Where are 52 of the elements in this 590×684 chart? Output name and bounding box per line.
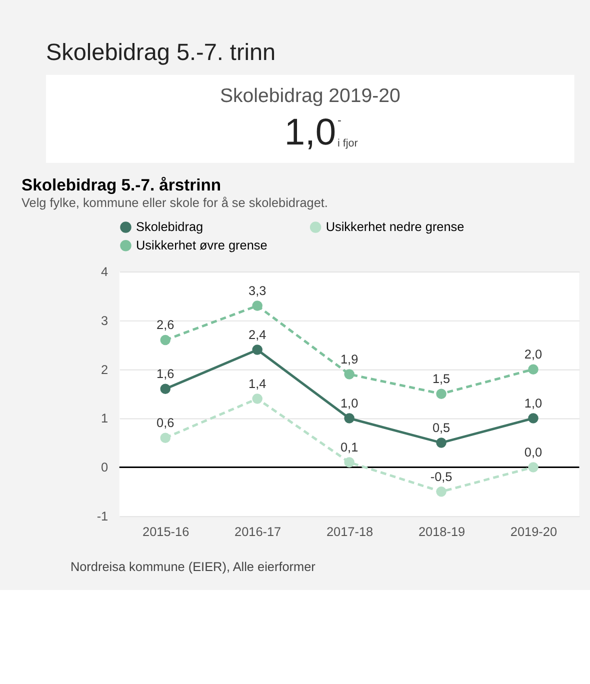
data-label: 1,6 xyxy=(156,366,174,382)
legend-label: Skolebidrag xyxy=(136,219,204,234)
y-tick-label: 2 xyxy=(101,362,108,377)
x-tick-label: 2016-17 xyxy=(234,524,282,540)
data-label: 1,9 xyxy=(340,351,358,366)
point xyxy=(436,438,446,448)
y-tick-label: 3 xyxy=(101,312,108,328)
point xyxy=(528,364,538,374)
point xyxy=(252,300,262,311)
point xyxy=(160,384,170,394)
chart-subtitle: Velg fylke, kommune eller skole for å se skolebidraget. xyxy=(22,194,328,210)
legend-label: Usikkerhet øvre grense xyxy=(136,238,268,252)
point xyxy=(160,334,170,346)
data-label: 1,4 xyxy=(248,376,266,391)
legend-label: Usikkerhet nedre grense xyxy=(326,219,464,234)
point xyxy=(252,344,262,355)
point xyxy=(528,462,538,472)
text: Skolebidrag 2019-20 xyxy=(220,85,400,108)
x-tick-label: 2019-20 xyxy=(510,524,558,540)
point xyxy=(436,388,446,399)
point xyxy=(160,432,170,443)
text: i fjor xyxy=(338,137,358,150)
data-label: 0,0 xyxy=(524,444,542,460)
x-tick-label: 2018-19 xyxy=(418,524,466,540)
data-label: 0,5 xyxy=(432,420,450,435)
x-tick-label: 2015-16 xyxy=(142,524,190,540)
point xyxy=(344,369,354,380)
y-tick-label: 0 xyxy=(101,460,108,475)
data-label: 0,6 xyxy=(156,415,174,430)
chart-title: Skolebidrag 5.-7. årstrinn xyxy=(22,175,222,194)
point xyxy=(252,394,262,404)
y-tick-label: -1 xyxy=(96,508,108,524)
data-label: 1,0 xyxy=(524,396,542,411)
text: - xyxy=(338,114,342,127)
point xyxy=(344,457,354,468)
data-label: 2,6 xyxy=(156,317,174,332)
y-tick-label: 4 xyxy=(101,264,108,279)
text: Skolebidrag 5.-7. trinn xyxy=(46,39,276,66)
point xyxy=(436,486,446,497)
data-label: 2,4 xyxy=(248,327,266,342)
data-label: -0,5 xyxy=(430,468,452,484)
data-label: 3,3 xyxy=(248,283,266,298)
data-label: 0,1 xyxy=(340,440,358,455)
y-tick-label: 1 xyxy=(101,410,108,426)
data-label: 2,0 xyxy=(524,346,542,362)
point xyxy=(528,413,538,424)
text: Nordreisa kommune (EIER), Alle eierformer xyxy=(70,558,316,574)
data-label: 1,0 xyxy=(340,396,358,411)
x-tick-label: 2017-18 xyxy=(326,524,374,540)
data-label: 1,5 xyxy=(432,371,450,386)
text: 1,0 xyxy=(284,110,336,152)
point xyxy=(344,413,354,424)
